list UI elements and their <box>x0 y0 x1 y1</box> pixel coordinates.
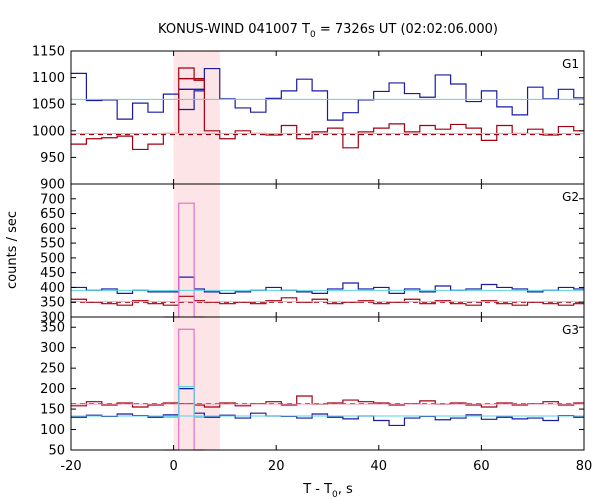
x-tick-label: 80 <box>576 459 593 474</box>
y-tick-label: 1150 <box>32 45 65 60</box>
y-tick-label: 450 <box>40 266 65 281</box>
xlabel-subscript: 0 <box>332 490 338 500</box>
y-tick-label: 500 <box>40 251 65 266</box>
x-tick-label: 40 <box>371 459 388 474</box>
panel-g1-series-1 <box>71 67 584 151</box>
y-tick-label: 200 <box>40 382 65 397</box>
y-tick-label: 1000 <box>32 124 65 139</box>
y-tick-label: 1050 <box>32 98 65 113</box>
xlabel-prefix: T - T <box>302 482 332 497</box>
panel-label-g2: G2 <box>562 190 579 204</box>
y-tick-label: 600 <box>40 222 65 237</box>
y-tick-label: 300 <box>40 341 65 356</box>
plot-area: 9009501000105011001150G13003504004505005… <box>32 45 592 475</box>
panel-label-g3: G3 <box>562 323 579 337</box>
panel-g3-frame <box>70 316 585 451</box>
x-tick-label: 0 <box>169 459 177 474</box>
y-tick-label: 1100 <box>32 71 65 86</box>
x-tick-label: -20 <box>60 459 81 474</box>
shaded-interval <box>173 51 220 450</box>
x-tick-label: 20 <box>268 459 285 474</box>
y-tick-label: 150 <box>40 403 65 418</box>
y-tick-label: 900 <box>40 178 65 193</box>
panel-g2-series-1 <box>71 295 584 306</box>
panel-g1-series-0 <box>71 67 584 121</box>
title-prefix: KONUS-WIND 041007 T <box>158 22 310 37</box>
panel-g3-series-1 <box>71 395 584 408</box>
y-tick-label: 950 <box>40 151 65 166</box>
x-axis-label: T - T0, s <box>302 482 353 500</box>
y-tick-label: 350 <box>40 296 65 311</box>
y-axis-label: counts / sec <box>5 211 20 289</box>
xlabel-suffix: , s <box>338 482 353 497</box>
panel-g2-frame <box>70 183 585 318</box>
panel-label-g1: G1 <box>562 57 579 71</box>
y-tick-label: 300 <box>40 311 65 326</box>
title-suffix: = 7326s UT (02:02:06.000) <box>316 22 498 37</box>
x-tick-label: 60 <box>473 459 490 474</box>
y-tick-label: 700 <box>40 192 65 207</box>
y-tick-label: 50 <box>48 444 65 459</box>
panel-g3-series-3 <box>163 385 205 418</box>
y-tick-label: 650 <box>40 207 65 222</box>
y-tick-label: 550 <box>40 237 65 252</box>
chart-title: KONUS-WIND 041007 T0 = 7326s UT (02:02:0… <box>158 22 498 40</box>
title-subscript: 0 <box>310 30 316 40</box>
y-tick-label: 400 <box>40 281 65 296</box>
y-tick-label: 350 <box>40 321 65 336</box>
panel-g2-series-0 <box>71 276 584 294</box>
y-tick-label: 100 <box>40 423 65 438</box>
y-tick-label: 250 <box>40 362 65 377</box>
